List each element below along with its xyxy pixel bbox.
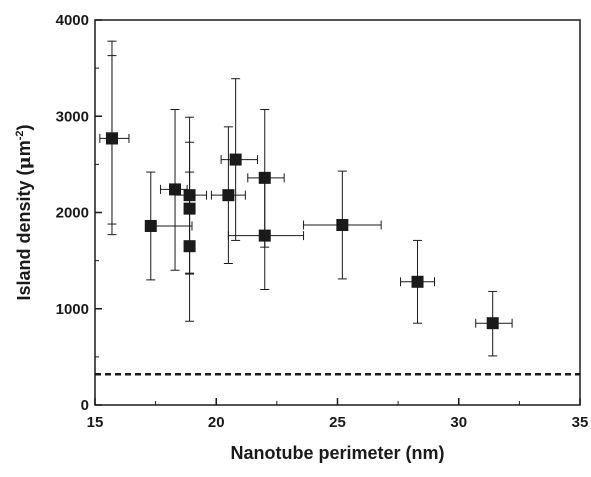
y-axis-title-unit-base: m — [14, 140, 34, 156]
data-point — [169, 183, 182, 196]
marker-layer — [105, 132, 499, 330]
error-bar-layer — [99, 40, 513, 357]
y-axis-title-unit-sup: -2 — [14, 130, 26, 140]
y-axis-title-unit-greek: μ — [14, 156, 35, 169]
y-axis-title-suffix: ) — [14, 124, 34, 130]
x-tick-label: 15 — [87, 414, 104, 431]
data-point — [144, 219, 157, 232]
x-tick-label: 25 — [329, 414, 346, 431]
x-axis-title: Nanotube perimeter (nm) — [230, 443, 444, 463]
data-point — [258, 229, 271, 242]
y-tick-label: 2000 — [56, 205, 89, 222]
data-point — [222, 189, 235, 202]
data-point — [411, 275, 424, 288]
data-point — [183, 240, 196, 253]
data-point — [258, 171, 271, 184]
data-point — [336, 219, 349, 232]
y-tick-label: 1000 — [56, 301, 89, 318]
y-axis-title-prefix: Island density ( — [14, 169, 34, 300]
data-point — [183, 189, 196, 202]
y-axis-title: Island density (μm-2) — [14, 124, 35, 300]
y-tick-label: 4000 — [56, 12, 89, 29]
data-point — [183, 202, 196, 215]
y-tick-label: 0 — [81, 397, 89, 414]
plot-frame — [94, 19, 581, 406]
y-tick-label: 3000 — [56, 108, 89, 125]
data-point — [105, 132, 118, 145]
x-tick-label: 30 — [450, 414, 467, 431]
data-point — [486, 317, 499, 330]
x-tick-label: 35 — [572, 414, 589, 431]
x-tick-label: 20 — [208, 414, 225, 431]
tick-layer: 15 20 25 30 35 0 1000 2000 3000 4000 — [56, 12, 589, 431]
data-point — [229, 153, 242, 166]
